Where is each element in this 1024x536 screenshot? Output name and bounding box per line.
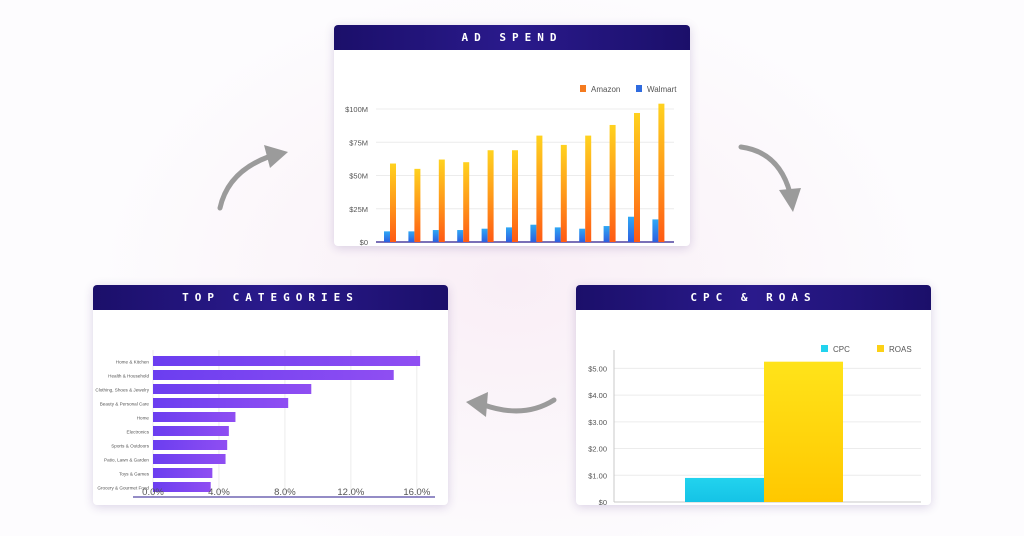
x-tick-label: 8.0% (274, 487, 296, 498)
arrow-left-icon (466, 392, 557, 417)
bar-walmart (530, 224, 537, 242)
bar-walmart (628, 216, 634, 242)
category-label: Home & Kitchen (116, 360, 150, 365)
bar-category (153, 482, 211, 492)
y-tick-label: $5.00 (588, 364, 607, 373)
y-tick-label: $4.00 (588, 391, 607, 400)
category-label: Beauty & Personal Care (100, 402, 150, 407)
bar-category (153, 426, 229, 436)
category-label: Toys & Games (119, 472, 150, 477)
bar-walmart (481, 228, 488, 242)
bar-walmart (408, 231, 415, 242)
bar-walmart (432, 230, 439, 242)
bar-category (153, 370, 394, 380)
bar-walmart (457, 230, 464, 242)
bar-category (153, 440, 228, 450)
y-tick-label: $0 (599, 498, 607, 505)
y-tick-label: $1.00 (588, 471, 607, 480)
bar-category (153, 468, 213, 478)
top-categories-card: TOP CATEGORIES Home & Kitchen Health & Ho… (93, 285, 448, 505)
bar-amazon (463, 162, 470, 242)
bar-category (153, 412, 236, 422)
bar-category (153, 454, 226, 464)
category-label: Sports & Outdoors (111, 444, 149, 449)
bar-walmart (554, 227, 561, 242)
top-categories-chart: Home & Kitchen Health & Household Clothing… (95, 350, 435, 498)
bar-amazon (536, 135, 543, 242)
bar-walmart (652, 219, 659, 242)
ad-spend-title: AD SPEND (334, 25, 690, 50)
y-tick-label: $75M (349, 138, 368, 147)
bar-amazon (585, 135, 592, 242)
bar-walmart (506, 227, 512, 242)
y-tick-label: $100M (345, 105, 368, 114)
legend-swatch-roas (877, 345, 884, 352)
category-label: Electronics (127, 430, 150, 435)
bar-amazon (390, 163, 396, 242)
category-label: Clothing, Shoes & Jewelry (95, 388, 149, 393)
bar-walmart (579, 228, 586, 242)
cpc-roas-title: CPC & ROAS (576, 285, 931, 310)
x-tick-label: 0.0% (142, 487, 164, 498)
top-categories-title: TOP CATEGORIES (93, 285, 448, 310)
bar-roas (764, 361, 843, 502)
x-tick-label: 16.0% (403, 487, 430, 498)
arrow-up-right-icon (217, 145, 288, 211)
bar-cpc (685, 477, 764, 502)
y-tick-label: $50M (349, 172, 368, 181)
category-label: Patio, Lawn & Garden (104, 458, 149, 463)
category-label: Home (137, 416, 150, 421)
legend-label: Amazon (591, 85, 620, 94)
legend-swatch-amazon (580, 85, 586, 92)
bar-amazon (634, 112, 640, 242)
bar-category (153, 384, 312, 394)
bar-category (153, 398, 289, 408)
arrow-down-right-icon (738, 144, 801, 212)
bar-amazon (609, 124, 616, 242)
bar-amazon (414, 168, 421, 242)
legend-swatch-walmart (636, 85, 642, 92)
legend-swatch-cpc (821, 345, 828, 352)
bar-amazon (512, 150, 518, 242)
bar-category (153, 356, 421, 366)
bar-walmart (384, 231, 390, 242)
bar-amazon (438, 159, 445, 242)
y-tick-label: $0 (360, 238, 368, 246)
legend-label: ROAS (889, 345, 912, 354)
ad-spend-card: AD SPEND Amazon Walmart $0 $25M $50M $75M $100… (334, 25, 690, 246)
cpc-roas-chart: CPCROAS$0$1.00$2.00$3.00$4.00$5.00Report… (588, 345, 921, 505)
bar-amazon (560, 144, 567, 242)
ad-spend-chart: AmazonWalmart$0$25M$50M$75M$100MJanApril… (345, 85, 677, 246)
bar-amazon (487, 150, 494, 242)
bar-amazon (658, 103, 665, 243)
legend-label: Walmart (647, 85, 677, 94)
category-label: Health & Household (108, 374, 149, 379)
bar-walmart (603, 226, 610, 242)
y-tick-label: $25M (349, 205, 368, 214)
cpc-roas-card: CPC & ROAS CPC ROAS $0 $1.00 $2.00 $3.00 $4.00… (576, 285, 931, 505)
y-tick-label: $2.00 (588, 445, 607, 454)
x-tick-label: 4.0% (208, 487, 230, 498)
y-tick-label: $3.00 (588, 418, 607, 427)
x-tick-label: 12.0% (337, 487, 364, 498)
category-label: Grocery & Gourmet Food (97, 486, 149, 491)
legend-label: CPC (833, 345, 850, 354)
